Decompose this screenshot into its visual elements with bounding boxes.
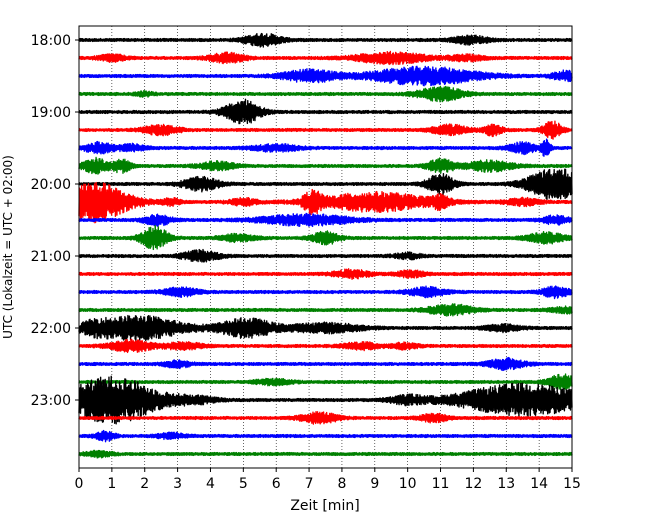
y-tick-label: 20:00 — [31, 177, 71, 193]
x-tick-label: 11 — [432, 476, 450, 492]
seismogram-trace — [78, 120, 573, 140]
y-axis-title: UTC (Lokalzeit = UTC + 02:00) — [1, 155, 15, 339]
seismogram-trace — [78, 375, 573, 425]
x-tick-label: 0 — [75, 476, 84, 492]
y-axis: 18:00 19:00 20:00 21:00 22:00 23:00 — [31, 33, 79, 409]
seismogram-trace — [78, 356, 573, 372]
x-axis: 0 1 2 3 4 5 6 7 8 9 10 11 12 13 14 15 — [75, 468, 581, 492]
seismogram-trace — [78, 314, 573, 342]
x-tick-label: 1 — [107, 476, 116, 492]
seismogram-traces — [78, 32, 573, 459]
seismogram-trace — [78, 225, 573, 251]
seismogram-trace — [78, 85, 573, 103]
x-axis-title: Zeit [min] — [290, 498, 359, 514]
seismogram-trace — [78, 181, 573, 224]
y-tick-label: 22:00 — [31, 321, 71, 337]
x-tick-label: 4 — [206, 476, 215, 492]
x-tick-label: 2 — [140, 476, 149, 492]
x-tick-label: 9 — [370, 476, 379, 492]
x-tick-label: 10 — [399, 476, 417, 492]
seismogram-trace — [78, 285, 573, 300]
x-tick-label: 8 — [337, 476, 346, 492]
seismogram-trace — [78, 50, 573, 66]
x-tick-label: 3 — [173, 476, 182, 492]
x-tick-label: 6 — [272, 476, 281, 492]
seismogram-trace — [78, 98, 573, 125]
x-tick-label: 12 — [464, 476, 482, 492]
x-tick-label: 15 — [563, 476, 581, 492]
seismogram-trace — [78, 373, 573, 391]
seismogram-trace — [78, 32, 573, 48]
y-tick-label: 19:00 — [31, 105, 71, 121]
seismogram-trace — [78, 411, 573, 425]
seismogram-trace — [78, 338, 573, 354]
x-tick-label: 14 — [530, 476, 548, 492]
seismogram-trace — [78, 449, 573, 459]
x-tick-label: 13 — [497, 476, 515, 492]
seismogram-trace — [78, 303, 573, 317]
y-tick-label: 18:00 — [31, 33, 71, 49]
seismogram-trace — [78, 429, 573, 443]
x-tick-label: 7 — [305, 476, 314, 492]
y-tick-label: 23:00 — [31, 393, 71, 409]
seismogram-trace — [78, 268, 573, 280]
seismogram-trace — [78, 156, 573, 175]
y-tick-label: 21:00 — [31, 249, 71, 265]
seismogram-trace — [78, 168, 573, 201]
seismogram-trace — [78, 65, 573, 87]
seismogram-trace — [78, 138, 573, 157]
seismogram-trace — [78, 212, 573, 228]
seismogram-trace — [78, 248, 573, 263]
x-tick-label: 5 — [239, 476, 248, 492]
plot-frame — [78, 25, 573, 469]
